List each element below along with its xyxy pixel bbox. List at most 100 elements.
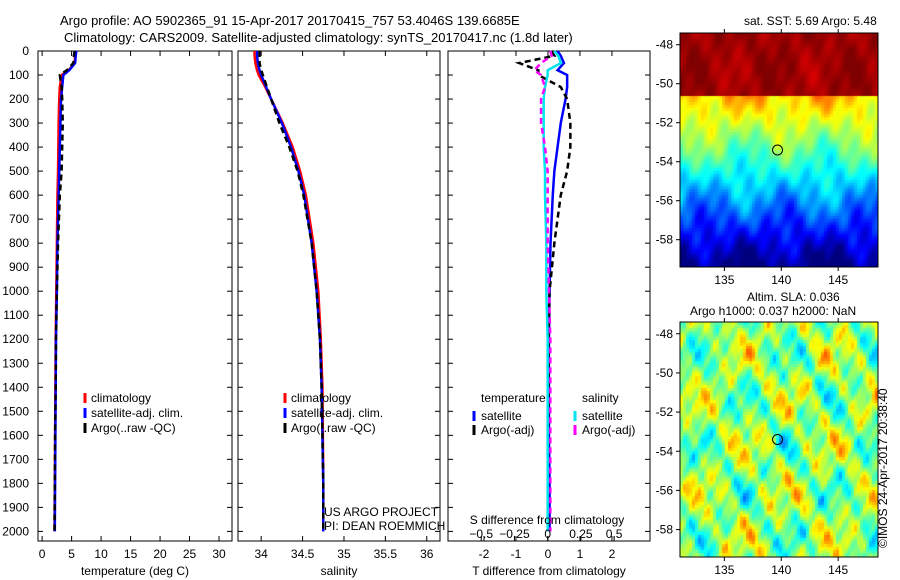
x-tick-label: 20 xyxy=(153,547,167,561)
x2-tick-label: 0 xyxy=(544,527,551,541)
x-tick-label: -1 xyxy=(511,547,522,561)
y-tick-label: 0 xyxy=(22,44,29,58)
map-x-tick-label: 140 xyxy=(771,563,791,577)
annotation-project: US ARGO PROJECT xyxy=(324,505,439,519)
x-tick-label: 34.5 xyxy=(291,547,315,561)
x-tick-label: 36 xyxy=(420,547,434,561)
y-tick-label: 500 xyxy=(9,164,29,178)
plot-frame-differences xyxy=(447,50,651,542)
y-tick-label: 1100 xyxy=(3,308,29,322)
y-tick-label: 1300 xyxy=(2,356,29,370)
legend-label: satellite-adj. clim. xyxy=(291,406,383,420)
x-tick-label: 25 xyxy=(183,547,197,561)
x-axis-label: T difference from climatology xyxy=(472,564,626,578)
series-line-argo-raw-qc- xyxy=(258,51,325,532)
x-tick-label: 0 xyxy=(39,547,46,561)
map-y-tick-label: -50 xyxy=(656,77,674,91)
y-tick-label: 600 xyxy=(9,188,29,202)
annotation-pi: PI: DEAN ROEMMICH xyxy=(324,519,445,533)
map-frame-sst_map xyxy=(679,32,879,268)
legend-label: satellite xyxy=(481,409,522,423)
x-tick-label: 0 xyxy=(545,547,552,561)
x-tick-label: 30 xyxy=(212,547,226,561)
legend-header-salinity: salinity xyxy=(582,391,619,405)
map-frame-sla_map xyxy=(679,321,879,558)
y-tick-label: 1700 xyxy=(2,452,29,466)
y-tick-label: 1500 xyxy=(2,404,29,418)
legend-label: satellite xyxy=(582,409,623,423)
map-x-tick-label: 135 xyxy=(714,273,734,287)
x-tick-label: -2 xyxy=(479,547,490,561)
legend-label: Argo(-adj) xyxy=(481,423,534,437)
y-tick-label: 100 xyxy=(9,68,29,82)
series-line-salinity-argo-adj- xyxy=(532,50,554,532)
plot-frame-salinity xyxy=(237,50,441,542)
x-tick-label: 1 xyxy=(577,547,584,561)
y-tick-label: 700 xyxy=(9,212,29,226)
x2-tick-label: −0.5 xyxy=(469,527,493,541)
y-tick-label: 200 xyxy=(9,92,29,106)
legend-label: climatology xyxy=(291,391,351,405)
map-y-tick-label: -58 xyxy=(656,233,674,247)
x2-axis-label: S difference from climatology xyxy=(470,513,625,527)
title-line-1: Argo profile: AO 5902365_91 15-Apr-2017 … xyxy=(60,13,520,28)
legend-label: Argo(..raw -QC) xyxy=(291,421,376,435)
y-tick-label: 300 xyxy=(9,116,29,130)
map-y-tick-label: -48 xyxy=(656,327,674,341)
map-y-tick-label: -54 xyxy=(656,155,674,169)
x2-tick-label: 0.25 xyxy=(569,527,593,541)
y-tick-label: 900 xyxy=(9,260,29,274)
x-axis-label: salinity xyxy=(321,564,358,578)
map-y-tick-label: -54 xyxy=(656,444,674,458)
map-y-tick-label: -50 xyxy=(656,366,674,380)
sla-map-title: Altim. SLA: 0.036 xyxy=(747,290,840,304)
y-tick-label: 1400 xyxy=(2,380,29,394)
y-tick-label: 1900 xyxy=(2,500,29,514)
sst-heatmap xyxy=(680,33,878,267)
x2-tick-label: −0.25 xyxy=(499,527,530,541)
legend-label: satellite-adj. clim. xyxy=(91,406,183,420)
x-tick-label: 15 xyxy=(124,547,138,561)
plot-frame-temperature xyxy=(37,50,233,542)
x-tick-label: 35.5 xyxy=(374,547,398,561)
series-line-satellite-adj-clim- xyxy=(255,51,325,532)
map-y-tick-label: -56 xyxy=(656,194,674,208)
map-x-tick-label: 140 xyxy=(771,273,791,287)
y-tick-label: 800 xyxy=(9,236,29,250)
title-line-2: Climatology: CARS2009. Satellite-adjuste… xyxy=(64,30,573,45)
y-tick-label: 1800 xyxy=(2,476,29,490)
x-tick-label: 35 xyxy=(337,547,351,561)
sla-heatmap xyxy=(680,322,878,557)
legend-label: Argo(..raw -QC) xyxy=(91,421,176,435)
map-y-tick-label: -56 xyxy=(656,483,674,497)
x-tick-label: 34 xyxy=(255,547,269,561)
legend-label: climatology xyxy=(91,391,151,405)
argo-location-marker xyxy=(772,434,784,445)
x-axis-label: temperature (deg C) xyxy=(81,564,189,578)
map-x-tick-label: 145 xyxy=(828,273,848,287)
argo-location-marker xyxy=(772,144,784,156)
legend-header-temperature: temperature xyxy=(481,391,546,405)
y-tick-label: 1000 xyxy=(2,284,29,298)
map-y-tick-label: -58 xyxy=(656,523,674,537)
series-line-argo-raw-qc- xyxy=(53,50,76,532)
legend-label: Argo(-adj) xyxy=(582,423,635,437)
y-tick-label: 2000 xyxy=(2,524,29,538)
sst-map-title: sat. SST: 5.69 Argo: 5.48 xyxy=(744,14,877,28)
x-tick-label: 5 xyxy=(68,547,75,561)
y-tick-label: 400 xyxy=(9,140,29,154)
y-tick-label: 1600 xyxy=(2,428,29,442)
series-line-temperature-satellite xyxy=(547,50,569,532)
map-y-tick-label: -52 xyxy=(656,405,674,419)
map-y-tick-label: -52 xyxy=(656,116,674,130)
x-tick-label: 2 xyxy=(609,547,616,561)
x-tick-label: 10 xyxy=(94,547,108,561)
series-line-salinity-satellite xyxy=(542,50,563,532)
map-y-tick-label: -48 xyxy=(656,38,674,52)
series-line-climatology xyxy=(253,51,325,532)
x2-tick-label: 0.5 xyxy=(606,527,623,541)
map-x-tick-label: 145 xyxy=(828,563,848,577)
map-x-tick-label: 135 xyxy=(714,563,734,577)
